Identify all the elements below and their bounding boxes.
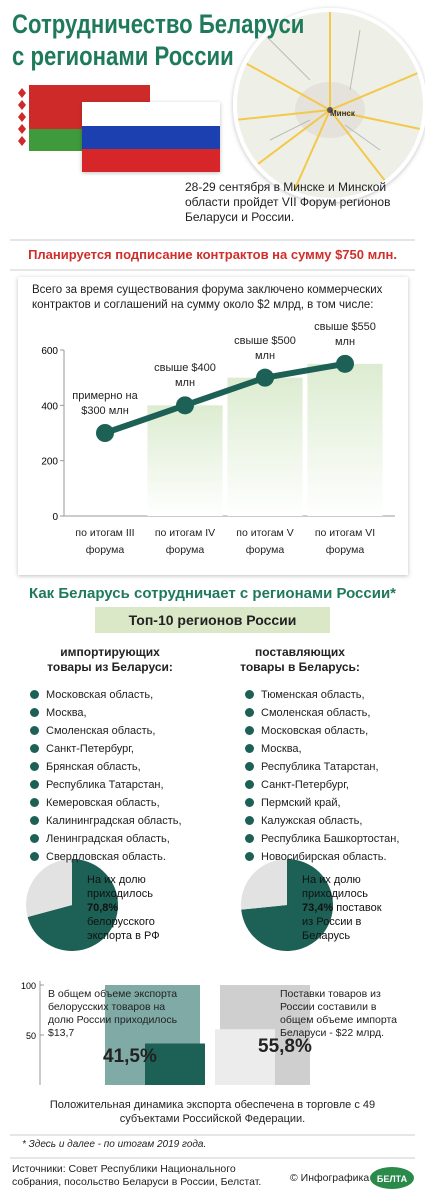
- caption-text: На их долю приходилось: [87, 874, 153, 900]
- list-item: Смоленская область,: [30, 722, 182, 740]
- flag-ornament: [18, 88, 26, 146]
- section-title: Как Беларусь сотрудничает с регионами Ро…: [28, 585, 397, 602]
- list-item: Ленинградская область,: [30, 830, 182, 848]
- pie-caption: На их долю приходилось 73,4% поставок из…: [302, 873, 387, 943]
- value-column: [227, 377, 303, 516]
- value-label: свыше $500 млн: [234, 334, 296, 362]
- pie-slice: [27, 859, 118, 952]
- title-line: с регионами России: [12, 41, 234, 71]
- flag-red: [82, 149, 220, 172]
- value-label: 41,5%: [103, 1046, 157, 1067]
- logo-badge: [370, 1167, 414, 1189]
- map-body: [237, 12, 423, 198]
- list-item: Кемеровская область,: [30, 794, 182, 812]
- y-tick-label: 100: [21, 981, 36, 991]
- section-subtitle: Топ-10 регионов России: [128, 612, 297, 628]
- title-line: Сотрудничество Беларуси: [12, 9, 305, 39]
- x-tick-label: по итогам IV форума: [154, 527, 216, 556]
- point: [256, 368, 274, 387]
- list-item: Московская область,: [30, 686, 182, 704]
- list-item: Тюменская область,: [245, 686, 399, 704]
- point: [336, 354, 354, 373]
- list-item: Москва,: [30, 704, 182, 722]
- column-title: поставляющих товары в Беларусь:: [240, 645, 360, 674]
- list-item: Калининградская область,: [30, 812, 182, 830]
- annotation: Поставки товаров из России составили в о…: [280, 988, 397, 1039]
- list-item: Смоленская область,: [245, 704, 399, 722]
- y-tick-label: 0: [52, 512, 58, 523]
- y-tick-label: 200: [41, 457, 58, 468]
- credit: © Инфографика: [290, 1172, 370, 1184]
- y-tick-label: 600: [41, 346, 58, 357]
- x-tick-label: по итогам III форума: [75, 527, 135, 556]
- region-list: Тюменская область, Смоленская область, Мос…: [245, 686, 399, 866]
- value-label: примерно на $300 млн: [72, 390, 138, 417]
- point: [96, 424, 114, 442]
- flag-blue: [82, 126, 220, 149]
- pie-slice: [241, 859, 334, 952]
- list-item: Санкт-Петербург,: [245, 776, 399, 794]
- caption-text: На их долю приходилось: [302, 874, 368, 900]
- list-item: Республика Татарстан,: [245, 758, 399, 776]
- map: [233, 8, 425, 202]
- list-item: Калужская область,: [245, 812, 399, 830]
- point: [176, 396, 194, 415]
- caption-text: поставок из России в Беларусь: [302, 902, 382, 942]
- subtitle-box: [95, 607, 330, 633]
- region-list: Московская область, Москва, Смоленская обл…: [30, 686, 182, 866]
- highlight: Планируется подписание контрактов на сум…: [28, 247, 397, 262]
- footnote: * Здесь и далее - по итогам 2019 года.: [22, 1139, 207, 1150]
- bar: [145, 1043, 205, 1085]
- city-dot: [327, 107, 333, 113]
- bar-note: Положительная динамика экспорта обеспече…: [49, 1099, 376, 1125]
- sources: Источники: Совет Республики Национальног…: [12, 1163, 262, 1188]
- y-tick-label: 50: [26, 1031, 36, 1041]
- list-item: Пермский край,: [245, 794, 399, 812]
- flag-white: [82, 102, 220, 126]
- list-item: Республика Татарстан,: [30, 776, 182, 794]
- pie-slice: [241, 859, 287, 910]
- intro: 28-29 сентября в Минске и Минской област…: [185, 180, 391, 224]
- pie-caption: На их долю приходилось 70,8% белорусског…: [87, 873, 172, 943]
- caption-value: 73,4%: [302, 902, 334, 914]
- bar: [215, 1029, 275, 1085]
- value-label: 55,8%: [258, 1036, 312, 1057]
- value-column: [307, 363, 383, 516]
- list-item: Московская область,: [245, 722, 399, 740]
- pie-slice: [26, 859, 72, 917]
- list-item: Санкт-Петербург,: [30, 740, 182, 758]
- value-label: свыше $400 млн: [154, 362, 216, 390]
- logo-text: БЕЛТА: [377, 1174, 408, 1184]
- list-item: Новосибирская область.: [245, 848, 399, 866]
- value-column: [147, 405, 223, 516]
- caption-value: 70,8%: [87, 902, 119, 914]
- map-label: Минск: [330, 109, 356, 118]
- list-item: Республика Башкортостан,: [245, 830, 399, 848]
- list-item: Брянская область,: [30, 758, 182, 776]
- map-minor-roads: [259, 29, 381, 151]
- chart-subtitle: Всего за время существования форума закл…: [32, 284, 383, 311]
- annotation: В общем объеме экспорта белорусских това…: [48, 988, 178, 1039]
- value-label: свыше $550 млн: [314, 320, 376, 348]
- x-tick-label: по итогам VI форума: [314, 527, 376, 556]
- russia-flag: [82, 102, 220, 172]
- line: [104, 360, 346, 436]
- list-item: Москва,: [245, 740, 399, 758]
- x-tick-label: по итогам V форума: [236, 527, 294, 556]
- caption-text: белорусского экспорта в РФ: [87, 916, 160, 942]
- y-tick-label: 400: [41, 401, 58, 412]
- column-title: импортирующих товары из Беларуси:: [47, 645, 173, 674]
- list-item: Свердловская область.: [30, 848, 182, 866]
